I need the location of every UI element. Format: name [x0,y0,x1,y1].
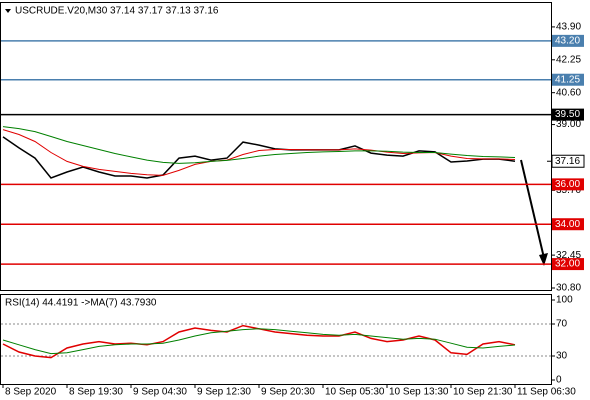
arrow-line [520,159,545,259]
level-label-box [552,258,584,271]
menu-icon[interactable] [5,9,11,13]
rsi-title: RSI(14) 44.4191 ->MA(7) 43.7930 [5,298,157,309]
y-tick-label: 42.25 [556,54,581,65]
x-tick-label: 11 Sep 06:30 [517,387,576,398]
level-label: 36.00 [555,179,580,190]
y-tick-label: 30.80 [556,283,581,294]
y-tick-label: 70 [556,319,568,330]
level-label: 43.20 [555,36,580,47]
series-line [2,126,516,164]
y-tick-label: 100 [556,295,573,306]
level-label: 39.50 [555,109,580,120]
level-label-box [552,108,584,121]
series-line [2,328,516,355]
y-tick-label: 32.45 [556,250,581,261]
y-tick-label: 0 [556,375,562,386]
x-tick-label: 10 Sep 21:30 [453,387,513,398]
current-price-box [551,154,585,168]
level-label: 41.25 [555,74,580,85]
level-label: 34.00 [555,219,580,230]
x-tick-label: 9 Sep 04:30 [133,387,187,398]
x-tick-label: 8 Sep 2020 [5,387,57,398]
main-panel [0,2,552,291]
y-tick-label: 43.90 [556,22,581,33]
series-line [2,324,516,359]
x-tick-label: 10 Sep 13:30 [389,387,449,398]
level-label-box [552,34,584,47]
x-tick-label: 9 Sep 12:30 [197,387,251,398]
rsi-panel [0,294,552,385]
y-tick-label: 39.00 [556,119,581,130]
x-tick-label: 9 Sep 20:30 [261,387,315,398]
y-tick-label: 35.70 [556,185,581,196]
x-tick-label: 10 Sep 05:30 [325,387,385,398]
current-price-label: 37.16 [555,156,580,167]
series-line [2,136,516,179]
y-tick-label: 40.60 [556,87,581,98]
x-tick-label: 8 Sep 19:30 [69,387,123,398]
chart-title: USCRUDE.V20,M30 37.14 37.17 37.13 37.16 [15,6,219,17]
arrow-head [539,253,548,266]
level-label-box [552,178,584,191]
level-label-box [552,73,584,86]
level-label: 32.00 [555,259,580,270]
y-tick-label: 30 [556,351,568,362]
level-label-box [552,218,584,231]
